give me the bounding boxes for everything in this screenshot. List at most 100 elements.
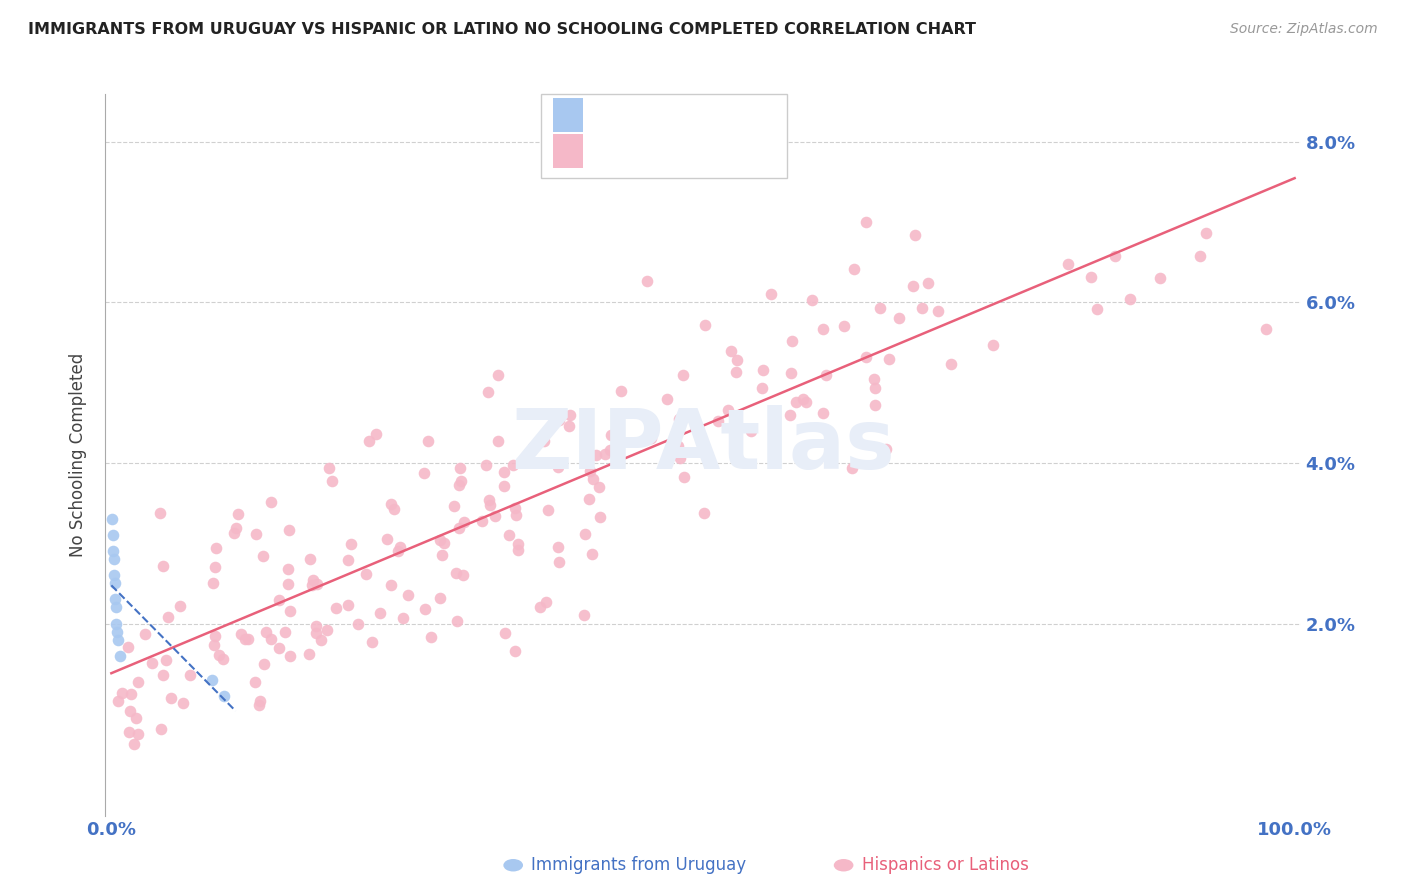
Point: [981, 338, 1004, 352]
Point: [446, 614, 468, 628]
Point: [486, 434, 509, 449]
Text: N=: N=: [710, 143, 742, 161]
Point: [578, 464, 600, 478]
Point: [325, 600, 347, 615]
Point: [340, 536, 363, 550]
Point: [834, 318, 856, 333]
Point: [751, 381, 773, 395]
Point: [547, 459, 569, 474]
Point: [277, 577, 299, 591]
Point: [1256, 322, 1278, 336]
Point: [305, 625, 328, 640]
Point: [204, 559, 226, 574]
Point: [103, 552, 125, 566]
Point: [432, 535, 454, 549]
Point: [558, 408, 581, 422]
Point: [794, 394, 817, 409]
Point: [503, 500, 526, 515]
Point: [252, 549, 274, 563]
Point: [492, 479, 515, 493]
Point: [118, 704, 141, 718]
Point: [869, 301, 891, 315]
Point: [534, 595, 557, 609]
Point: [453, 515, 475, 529]
Point: [911, 301, 934, 315]
Point: [855, 215, 877, 229]
Point: [260, 632, 283, 647]
Point: [492, 466, 515, 480]
Point: [179, 668, 201, 682]
Point: [478, 492, 501, 507]
Point: [309, 633, 332, 648]
Point: [429, 591, 451, 606]
Point: [243, 674, 266, 689]
Point: [599, 442, 621, 457]
Point: [380, 578, 402, 592]
Point: [420, 630, 443, 644]
Point: [366, 426, 388, 441]
Point: [226, 508, 249, 522]
Point: [581, 548, 603, 562]
Point: [904, 227, 927, 242]
Point: [357, 434, 380, 448]
Point: [901, 279, 924, 293]
Point: [668, 412, 690, 426]
Point: [354, 566, 377, 581]
Point: [813, 406, 835, 420]
Point: [360, 634, 382, 648]
Point: [841, 460, 863, 475]
Point: [149, 723, 172, 737]
Point: [105, 600, 128, 615]
Point: [785, 394, 807, 409]
Point: [505, 644, 527, 658]
Point: [1104, 249, 1126, 263]
Point: [707, 414, 730, 428]
Point: [118, 725, 141, 739]
Point: [430, 548, 453, 562]
Point: [212, 652, 235, 666]
Point: [939, 357, 962, 371]
Point: [416, 434, 439, 448]
Point: [666, 439, 689, 453]
Point: [447, 478, 470, 492]
Point: [318, 461, 340, 475]
Point: [382, 501, 405, 516]
Y-axis label: No Schooling Completed: No Schooling Completed: [69, 353, 87, 557]
Point: [450, 474, 472, 488]
Point: [779, 366, 801, 380]
Point: [588, 480, 610, 494]
Point: [298, 551, 321, 566]
Point: [225, 521, 247, 535]
Point: [522, 440, 544, 454]
Point: [141, 657, 163, 671]
Point: [763, 411, 786, 425]
Point: [792, 392, 814, 406]
Point: [101, 544, 124, 558]
Point: [380, 498, 402, 512]
Point: [537, 503, 560, 517]
Point: [498, 527, 520, 541]
Point: [172, 696, 194, 710]
Point: [152, 667, 174, 681]
Point: [855, 350, 877, 364]
Point: [672, 368, 695, 382]
Point: [529, 599, 551, 614]
Point: [134, 627, 156, 641]
Point: [600, 428, 623, 442]
Text: 0.858: 0.858: [640, 143, 695, 161]
Point: [875, 442, 897, 456]
Point: [813, 321, 835, 335]
Point: [842, 261, 865, 276]
Text: Immigrants from Uruguay: Immigrants from Uruguay: [531, 856, 747, 874]
Text: N=: N=: [710, 107, 742, 125]
Point: [202, 639, 225, 653]
Point: [1085, 302, 1108, 317]
Point: [152, 559, 174, 574]
Point: [120, 687, 142, 701]
Point: [752, 363, 775, 377]
Point: [717, 402, 740, 417]
Point: [301, 578, 323, 592]
Point: [685, 421, 707, 435]
Point: [547, 540, 569, 554]
Point: [105, 616, 128, 631]
